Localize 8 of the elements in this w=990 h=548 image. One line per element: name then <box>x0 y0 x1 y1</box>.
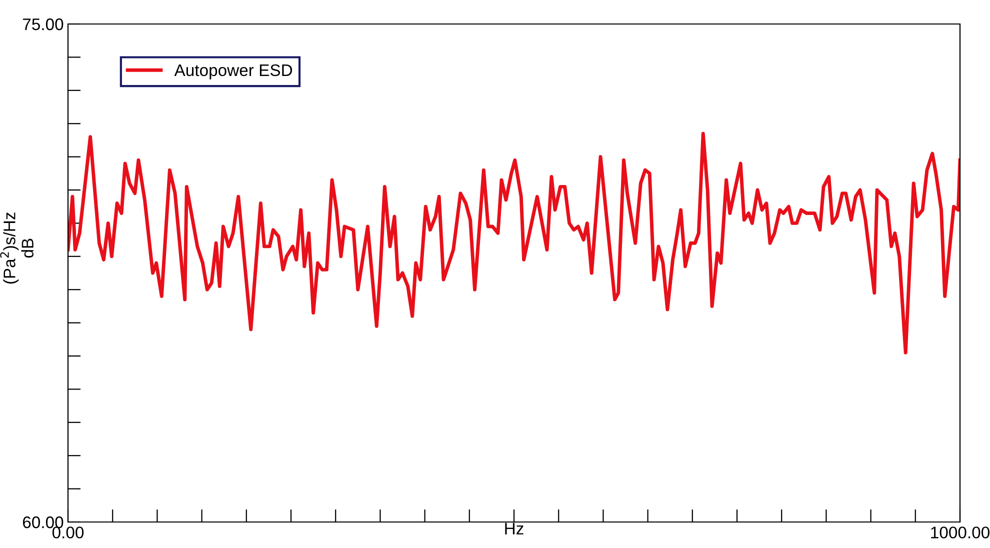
x-tick-label: 0.00 <box>52 526 84 538</box>
legend-label: Autopower ESD <box>174 64 292 80</box>
y-axis-title: (Pa$^{2}$)s/Hz dB <box>0 212 34 284</box>
x-axis-title: Hz <box>505 522 524 534</box>
x-tick-label: 1000.00 <box>931 526 990 538</box>
y-tick-label: 60.00 <box>22 516 64 528</box>
line-series <box>68 132 960 354</box>
y-tick-label: 75.00 <box>22 18 64 30</box>
